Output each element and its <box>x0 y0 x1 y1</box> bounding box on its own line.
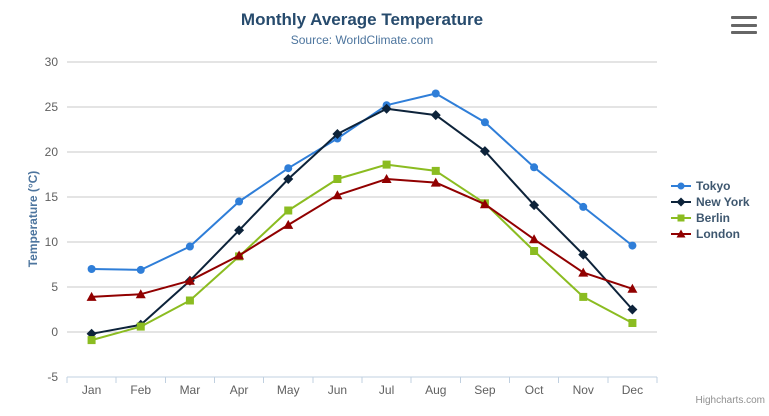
legend-marker-london[interactable] <box>676 229 686 238</box>
series-line-tokyo <box>90 92 634 271</box>
marker-new-york[interactable] <box>529 200 540 211</box>
x-axis-label: Nov <box>572 383 594 397</box>
marker-new-york[interactable] <box>234 225 245 236</box>
marker-berlin[interactable] <box>284 206 293 215</box>
y-axis-label: 5 <box>51 280 58 294</box>
legend-item-berlin[interactable]: Berlin <box>671 210 750 226</box>
marker-new-york[interactable] <box>430 110 441 121</box>
legend-label: Tokyo <box>696 179 731 193</box>
chart-subtitle: Source: WorldClimate.com <box>290 33 434 47</box>
marker-london[interactable] <box>430 177 441 187</box>
marker-tokyo[interactable] <box>579 202 588 211</box>
legend-item-london[interactable]: London <box>671 226 750 242</box>
marker-london[interactable] <box>283 219 294 229</box>
x-axis-label: May <box>276 383 300 397</box>
marker-new-york[interactable] <box>283 174 294 184</box>
y-axis-label: 25 <box>44 100 58 114</box>
marker-london[interactable] <box>86 291 97 301</box>
marker-london[interactable] <box>234 250 245 260</box>
x-axis-label: Apr <box>229 383 249 397</box>
marker-new-york[interactable] <box>479 146 490 157</box>
marker-tokyo[interactable] <box>284 164 293 173</box>
legend-symbol-diamond-icon <box>671 197 691 207</box>
marker-tokyo[interactable] <box>136 265 145 274</box>
marker-tokyo[interactable] <box>628 241 637 250</box>
x-axis-label: Mar <box>179 383 201 397</box>
marker-london[interactable] <box>479 199 490 209</box>
marker-new-york[interactable] <box>627 304 638 315</box>
marker-london[interactable] <box>578 267 589 277</box>
marker-berlin[interactable] <box>431 166 440 175</box>
marker-tokyo[interactable] <box>235 197 244 206</box>
y-axis-label: -5 <box>47 370 58 384</box>
credits-link[interactable]: Highcharts.com <box>695 395 765 406</box>
marker-berlin[interactable] <box>87 336 96 345</box>
series-line-london <box>90 178 634 298</box>
legend-marker-berlin[interactable] <box>677 214 685 222</box>
y-axis-label: 0 <box>51 325 58 339</box>
series-line-new-york <box>90 107 634 335</box>
marker-tokyo[interactable] <box>431 89 440 98</box>
x-axis-label: Oct <box>524 383 544 397</box>
marker-tokyo[interactable] <box>185 242 194 251</box>
legend-symbol-circle-icon <box>671 182 691 190</box>
hamburger-icon-bar <box>731 16 757 19</box>
marker-london[interactable] <box>184 275 195 285</box>
marker-tokyo[interactable] <box>87 265 96 273</box>
legend-marker-tokyo[interactable] <box>677 182 685 190</box>
marker-london[interactable] <box>381 174 392 183</box>
plot-area <box>66 61 658 383</box>
x-axis-label: Sep <box>474 383 496 397</box>
marker-new-york[interactable] <box>381 103 392 114</box>
x-axis-label: Aug <box>425 383 447 397</box>
marker-berlin[interactable] <box>530 247 539 255</box>
marker-berlin[interactable] <box>333 175 342 183</box>
marker-berlin[interactable] <box>185 296 194 305</box>
x-axis-label: Feb <box>130 383 152 397</box>
x-axis-label: Jan <box>81 383 102 397</box>
y-axis-label: 15 <box>44 190 58 204</box>
legend-label: London <box>696 227 740 241</box>
marker-tokyo[interactable] <box>480 118 489 127</box>
marker-london[interactable] <box>529 234 540 244</box>
legend-item-tokyo[interactable]: Tokyo <box>671 178 750 194</box>
marker-berlin[interactable] <box>579 292 588 301</box>
x-axis-label: Jul <box>378 383 395 397</box>
legend-item-new-york[interactable]: New York <box>671 194 750 210</box>
series-line-berlin <box>90 163 634 342</box>
hamburger-icon-bar <box>731 31 757 34</box>
y-axis-label: 30 <box>44 55 58 69</box>
x-axis-label: Dec <box>621 383 644 397</box>
y-axis-title: Temperature (°C) <box>26 170 40 268</box>
export-menu-button[interactable] <box>731 15 757 35</box>
marker-london[interactable] <box>135 289 146 299</box>
legend-marker-new-york[interactable] <box>676 197 686 207</box>
marker-new-york[interactable] <box>332 129 343 139</box>
marker-london[interactable] <box>627 283 638 293</box>
chart-title: Monthly Average Temperature <box>240 10 484 29</box>
marker-berlin[interactable] <box>136 322 145 331</box>
marker-tokyo[interactable] <box>530 163 539 172</box>
marker-london[interactable] <box>332 190 343 200</box>
marker-berlin[interactable] <box>628 319 637 327</box>
hamburger-icon-bar <box>731 23 757 27</box>
legend-label: Berlin <box>696 211 731 225</box>
marker-berlin[interactable] <box>382 160 391 169</box>
legend-symbol-triangle-icon <box>671 229 691 238</box>
marker-new-york[interactable] <box>578 249 589 260</box>
legend-symbol-square-icon <box>671 214 691 222</box>
legend-label: New York <box>696 195 750 209</box>
x-axis-label: Jun <box>327 383 348 397</box>
legend: Tokyo New York Berlin London <box>671 178 750 242</box>
y-axis-label: 20 <box>44 145 58 159</box>
y-axis-label: 10 <box>44 235 58 249</box>
